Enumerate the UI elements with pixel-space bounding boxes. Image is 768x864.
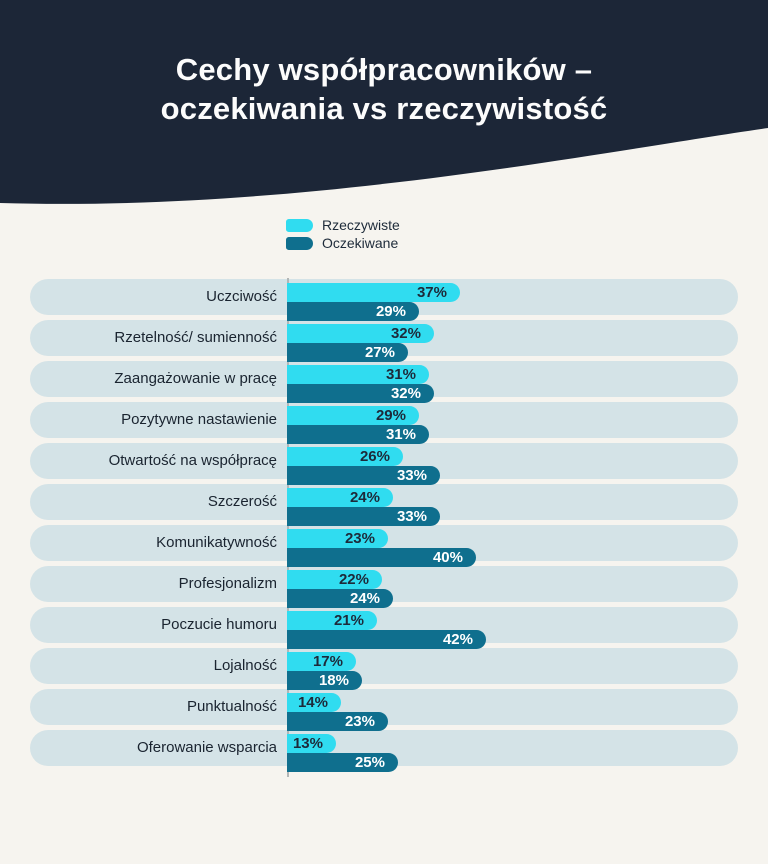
legend-item-expected: Oczekiwane [286,235,400,251]
bar-real: 37% [287,283,460,302]
bar-expected: 27% [287,343,408,362]
bar-expected: 24% [287,589,393,608]
category-label: Oferowanie wsparcia [136,739,277,756]
bar-real: 29% [287,406,419,425]
value-label: 23% [344,530,375,547]
bar-real: 26% [287,447,403,466]
value-label: 27% [364,344,395,361]
bar-real: 23% [287,529,388,548]
category-label: Uczciwość [206,288,277,305]
category-label: Poczucie humoru [161,616,277,633]
value-label: 37% [416,284,447,301]
chart-row: Szczerość 24% 33% [30,484,738,526]
chart-rows: Uczciwość 37% 29% Rzetelność/ sumienność 32%… [30,279,738,772]
value-label: 29% [375,407,406,424]
bar-expected: 33% [287,466,440,485]
category-label: Punktualność [186,698,277,715]
page-title-line2: oczekiwania vs rzeczywistość [160,91,608,126]
legend-item-real: Rzeczywiste [286,217,400,233]
value-label: 23% [344,713,375,730]
category-label: Rzetelność/ sumienność [114,329,277,346]
value-label: 31% [385,366,416,383]
legend-label-real: Rzeczywiste [322,217,400,233]
legend-swatch-real-icon [286,218,313,232]
bar-expected: 40% [287,548,476,567]
chart-row: Uczciwość 37% 29% [30,279,738,321]
chart-row: Lojalność 17% 18% [30,648,738,690]
bar-expected: 31% [287,425,429,444]
value-label: 25% [354,754,385,771]
header-wave-shape [0,0,768,204]
bar-real: 31% [287,365,429,384]
value-label: 40% [432,549,463,566]
bar-expected: 42% [287,630,486,649]
bar-expected: 33% [287,507,440,526]
page-title-line1: Cechy współpracowników – [175,52,593,87]
value-label: 17% [312,653,343,670]
value-label: 42% [442,631,473,648]
bar-expected: 18% [287,671,362,690]
chart-row: Pozytywne nastawienie 29% 31% [30,402,738,444]
chart-row: Profesjonalizm 22% 24% [30,566,738,608]
bar-expected: 32% [287,384,434,403]
chart-axis-line [287,278,289,777]
value-label: 18% [318,672,349,689]
category-label: Zaangażowanie w pracę [114,370,277,387]
bar-real: 22% [287,570,382,589]
bar-real: 32% [287,324,434,343]
value-label: 31% [385,426,416,443]
chart-row: Komunikatywność 23% 40% [30,525,738,567]
value-label: 22% [338,571,369,588]
category-label: Lojalność [213,657,277,674]
category-label: Profesjonalizm [178,575,277,592]
bar-expected: 25% [287,753,398,772]
legend-swatch-expected-icon [286,236,313,250]
value-label: 24% [349,489,380,506]
chart-row: Zaangażowanie w pracę 31% 32% [30,361,738,403]
bar-real: 14% [287,693,341,712]
chart-row: Poczucie humoru 21% 42% [30,607,738,649]
category-label: Komunikatywność [156,534,277,551]
value-label: 21% [333,612,364,629]
chart-row: Rzetelność/ sumienność 32% 27% [30,320,738,362]
value-label: 24% [349,590,380,607]
chart-row: Otwartość na współpracę 26% 33% [30,443,738,485]
value-label: 32% [390,385,421,402]
bar-real: 21% [287,611,377,630]
value-label: 33% [396,467,427,484]
category-label: Szczerość [207,493,277,510]
page-title: Cechy współpracowników – oczekiwania vs … [0,50,768,128]
chart-row: Punktualność 14% 23% [30,689,738,731]
bar-real: 17% [287,652,356,671]
value-label: 26% [359,448,390,465]
header-banner: Cechy współpracowników – oczekiwania vs … [0,0,768,212]
bar-expected: 23% [287,712,388,731]
legend-label-expected: Oczekiwane [322,235,399,251]
value-label: 29% [375,303,406,320]
value-label: 33% [396,508,427,525]
bar-real: 24% [287,488,393,507]
bar-expected: 29% [287,302,419,321]
category-label: Otwartość na współpracę [108,452,277,469]
bar-real: 13% [287,734,336,753]
chart-row: Oferowanie wsparcia 13% 25% [30,730,738,772]
category-label: Pozytywne nastawienie [121,411,277,428]
value-label: 32% [390,325,421,342]
chart-legend: Rzeczywiste Oczekiwane [286,216,400,252]
value-label: 13% [292,735,323,752]
value-label: 14% [297,694,328,711]
